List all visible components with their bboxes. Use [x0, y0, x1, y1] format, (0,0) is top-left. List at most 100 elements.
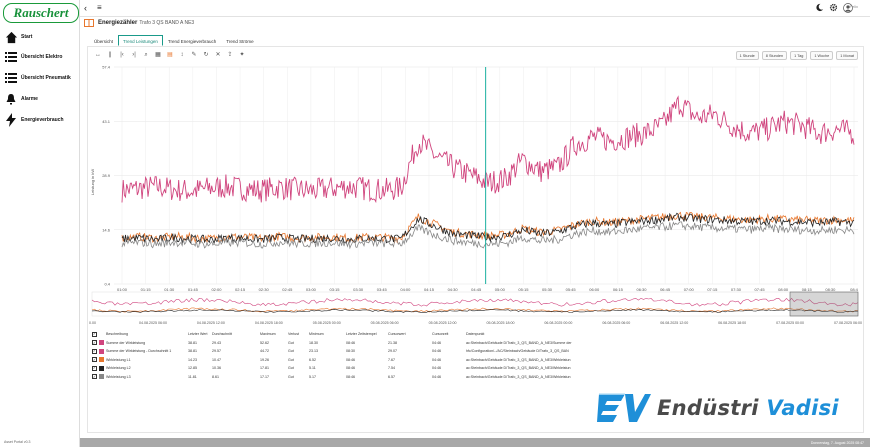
- pin-icon[interactable]: ✦: [239, 52, 245, 58]
- legend-row[interactable]: ✓ Summe der Wirkleistung - Durchschnitt 1…: [92, 347, 592, 356]
- overview-tick-label: 04.08.2025 18:00: [255, 321, 283, 325]
- trend-chart[interactable]: 57.4 43.1 28.9 14.6 0.4 01:00 01:15 01:30 01:45 0…: [88, 62, 864, 302]
- legend-cell: Gut: [288, 340, 294, 345]
- range-1-hour[interactable]: 1 Stunde: [735, 51, 759, 60]
- x-tick-label: 03:45: [377, 287, 388, 292]
- overview-tick-label: 06.08.2025 06:00: [602, 321, 630, 325]
- legend-cell: 38.81: [188, 340, 197, 345]
- legend-cell: ac:Steinbach/Gebäude D/Trafo_3_QS_BAND_A…: [466, 357, 571, 362]
- overview-tick-label: 06.08.2025 18:00: [718, 321, 746, 325]
- sidebar-item-alarme[interactable]: Alarme: [0, 89, 80, 109]
- select-all-checkbox[interactable]: ✓: [92, 331, 97, 337]
- page-subtitle: Trafo 3 QS BAND A NE3: [139, 20, 195, 26]
- sidebar-item-pneumatik[interactable]: Übersicht Pneumatik: [0, 68, 80, 88]
- range-8-hours[interactable]: 8 Stunden: [761, 51, 788, 60]
- step-back-icon[interactable]: |‹: [120, 52, 124, 58]
- lightning-icon: [4, 113, 18, 127]
- dark-mode-icon[interactable]: [815, 3, 824, 14]
- refresh-icon[interactable]: ↻: [203, 52, 209, 58]
- export-icon[interactable]: ⇪: [227, 52, 233, 58]
- legend-cell: 12.85: [188, 366, 197, 370]
- tab-bar: Übersicht Trend Leistungen Trend Energie…: [89, 35, 259, 46]
- range-1-week[interactable]: 1 Woche: [810, 51, 834, 60]
- legend-header-cell: Maximum: [260, 332, 276, 336]
- sidebar-item-elektro[interactable]: Übersicht Elektro: [0, 47, 80, 67]
- watermark-logo: [597, 393, 651, 422]
- overview-tick-label: 06.08.2025 00:00: [544, 321, 572, 325]
- footer-datetime: Donnerstag, 7. August 2025 08:47: [810, 440, 864, 445]
- watermark: Endüstri Vadisi: [595, 390, 839, 426]
- overview-selection[interactable]: [789, 291, 859, 317]
- comment-icon[interactable]: ✎: [191, 52, 197, 58]
- tab-trend-leistungen[interactable]: Trend Leistungen: [118, 35, 163, 46]
- logo[interactable]: Rauschert: [3, 3, 79, 23]
- menu-icon[interactable]: ≡: [97, 3, 102, 12]
- topbar: ‹ ≡ Felix: [80, 0, 870, 17]
- tab-trend-energieverbrauch[interactable]: Trend Energieverbrauch: [167, 39, 217, 44]
- tab-uebersicht[interactable]: Übersicht: [94, 39, 114, 44]
- series-checkbox[interactable]: ✓: [92, 339, 97, 345]
- avatar[interactable]: [843, 3, 853, 15]
- legend-row[interactable]: ✓ Wirkleistung L3 11.81 8.61 17.17 Gut 5.17 08:…: [92, 373, 592, 382]
- legend-row[interactable]: ✓ Wirkleistung L2 12.85 10.36 17.81 Gut 5.11 08…: [92, 364, 592, 373]
- sidebar-item-label: Energieverbrauch: [21, 117, 64, 123]
- series-line-1: [121, 95, 855, 204]
- overview-tick-label: 05.08.2025 06:00: [371, 321, 399, 325]
- x-tick-label: 05:30: [542, 287, 553, 292]
- legend-header-row: ✓ Beschreibung Letzter Wert Durchschnitt Max…: [92, 330, 592, 339]
- legend-cell: 8.61: [212, 374, 219, 379]
- status-footer: Donnerstag, 7. August 2025 08:47: [80, 438, 870, 447]
- sidebar-item-energieverbrauch[interactable]: Energieverbrauch: [0, 110, 80, 130]
- x-tick-label: 05:00: [495, 287, 506, 292]
- legend-cell: 10.47: [212, 357, 221, 362]
- zoom-icon[interactable]: ⌕: [144, 52, 148, 58]
- watermark-text: Endüstri Vadisi: [657, 396, 839, 420]
- x-tick-label: 07:30: [731, 287, 742, 292]
- sidebar-item-start[interactable]: Start: [0, 27, 80, 47]
- back-icon[interactable]: ‹: [84, 3, 87, 13]
- x-tick-label: 03:15: [330, 287, 341, 292]
- gear-icon[interactable]: [829, 3, 838, 14]
- x-tick-label: 05:45: [566, 287, 577, 292]
- tab-trend-stroeme[interactable]: Trend Ströme: [226, 39, 254, 44]
- legend-cell: 10.36: [212, 366, 221, 370]
- version-label: Asset Portal v0.3: [4, 440, 31, 444]
- expand-icon[interactable]: ↔: [95, 52, 101, 58]
- step-forward-icon[interactable]: ›|: [132, 52, 136, 58]
- legend-cell: 44.72: [260, 349, 269, 353]
- close-icon[interactable]: ✕: [215, 52, 221, 58]
- legend-header-cell: Beschreibung: [106, 332, 128, 336]
- legend-cell: 7.54: [388, 366, 395, 370]
- list-icon: [4, 50, 18, 64]
- legend-row[interactable]: ✓ Wirkleistung L1 14.23 10.47 19.26 Gut 6.52 08…: [92, 356, 592, 365]
- legend-row[interactable]: ✓ Summe der Wirkleistung 38.81 29.43 52.62 Gu…: [92, 339, 592, 348]
- overview-chart[interactable]: 0.00 04.08.2025 06:00 04.08.2025 12:00 04.0…: [88, 290, 864, 328]
- legend-cell: Gut: [288, 357, 294, 362]
- range-1-month[interactable]: 1 Monat: [836, 51, 858, 60]
- series-checkbox[interactable]: ✓: [92, 356, 97, 362]
- range-1-day[interactable]: 1 Tag: [790, 51, 808, 60]
- x-tick-label: 05:15: [518, 287, 529, 292]
- series-checkbox[interactable]: ✓: [92, 373, 97, 379]
- overview-tick-label: 07.08.2025 06:00: [834, 321, 862, 325]
- grid-icon[interactable]: ▤: [167, 52, 173, 58]
- legend-cell: 11.81: [188, 374, 197, 379]
- sidebar-item-label: Alarme: [21, 96, 38, 102]
- legend-cell: 23.13: [309, 349, 318, 353]
- overview-tick-label: 07.08.2025 00:00: [776, 321, 804, 325]
- legend-cell: 08:46: [346, 340, 355, 345]
- overview-tick-label: 04.08.2025 12:00: [197, 321, 225, 325]
- legend-header-cell: Durchschnitt: [212, 332, 232, 336]
- sidebar-item-label: Übersicht Elektro: [21, 54, 63, 60]
- legend-header-cell: Letzter Wert: [188, 332, 208, 336]
- legend-cell: 38.81: [188, 349, 197, 353]
- pause-icon[interactable]: ∥: [108, 52, 112, 58]
- cursor-icon[interactable]: ↕: [180, 52, 184, 58]
- table-icon[interactable]: ▦: [155, 52, 161, 58]
- x-tick-label: 03:30: [353, 287, 364, 292]
- series-checkbox[interactable]: ✓: [92, 348, 97, 354]
- legend-cell: ac:Steinbach/Gebäude D/Trafo_3_QS_BAND_A…: [466, 374, 571, 379]
- series-checkbox[interactable]: ✓: [92, 365, 97, 371]
- x-tick-label: 08:00: [778, 287, 789, 292]
- overview-origin-label: 0.00: [89, 321, 96, 325]
